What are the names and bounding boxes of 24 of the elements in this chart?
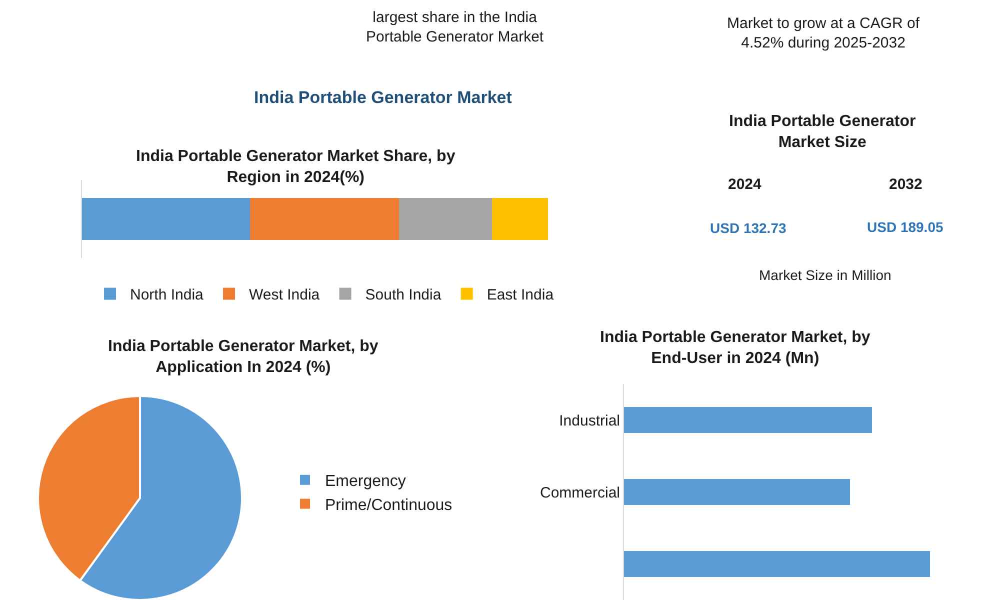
text: 2024: [728, 176, 762, 193]
bar: [492, 198, 548, 240]
text: Market Size in Million: [759, 267, 892, 283]
legend-label: South India: [365, 286, 442, 304]
text: Market to grow at a CAGR of 4.52% during 2025-2032: [727, 15, 920, 52]
text: India Portable Generator Market: [254, 88, 512, 107]
legend-label: Prime/Continuous: [325, 496, 452, 514]
bar: [82, 198, 250, 240]
legend-label: North India: [130, 286, 204, 304]
text: 2032: [889, 176, 922, 193]
text: largest share in the India Portable Generator Market: [366, 9, 544, 46]
chart-title: India Portable Generator Market, by End-User in 2024 (Mn): [600, 329, 870, 367]
bar: [250, 198, 399, 240]
legend-label: East India: [486, 286, 554, 304]
chart-subtitle: India Portable Generator Market Share, by Region in 2024(%): [136, 148, 456, 186]
text: USD 132.73: [710, 220, 786, 236]
legend-label: Emergency: [325, 473, 406, 490]
text: USD 189.05: [867, 219, 944, 235]
y-tick-label: Commercial: [540, 484, 620, 502]
legend-label: West India: [249, 286, 320, 304]
text: India Portable Generator Market Size: [729, 113, 916, 151]
chart-title: India Portable Generator Market, by Application In 2024 (%): [108, 338, 378, 376]
bar: [399, 198, 492, 240]
y-tick-label: Industrial: [559, 412, 620, 430]
